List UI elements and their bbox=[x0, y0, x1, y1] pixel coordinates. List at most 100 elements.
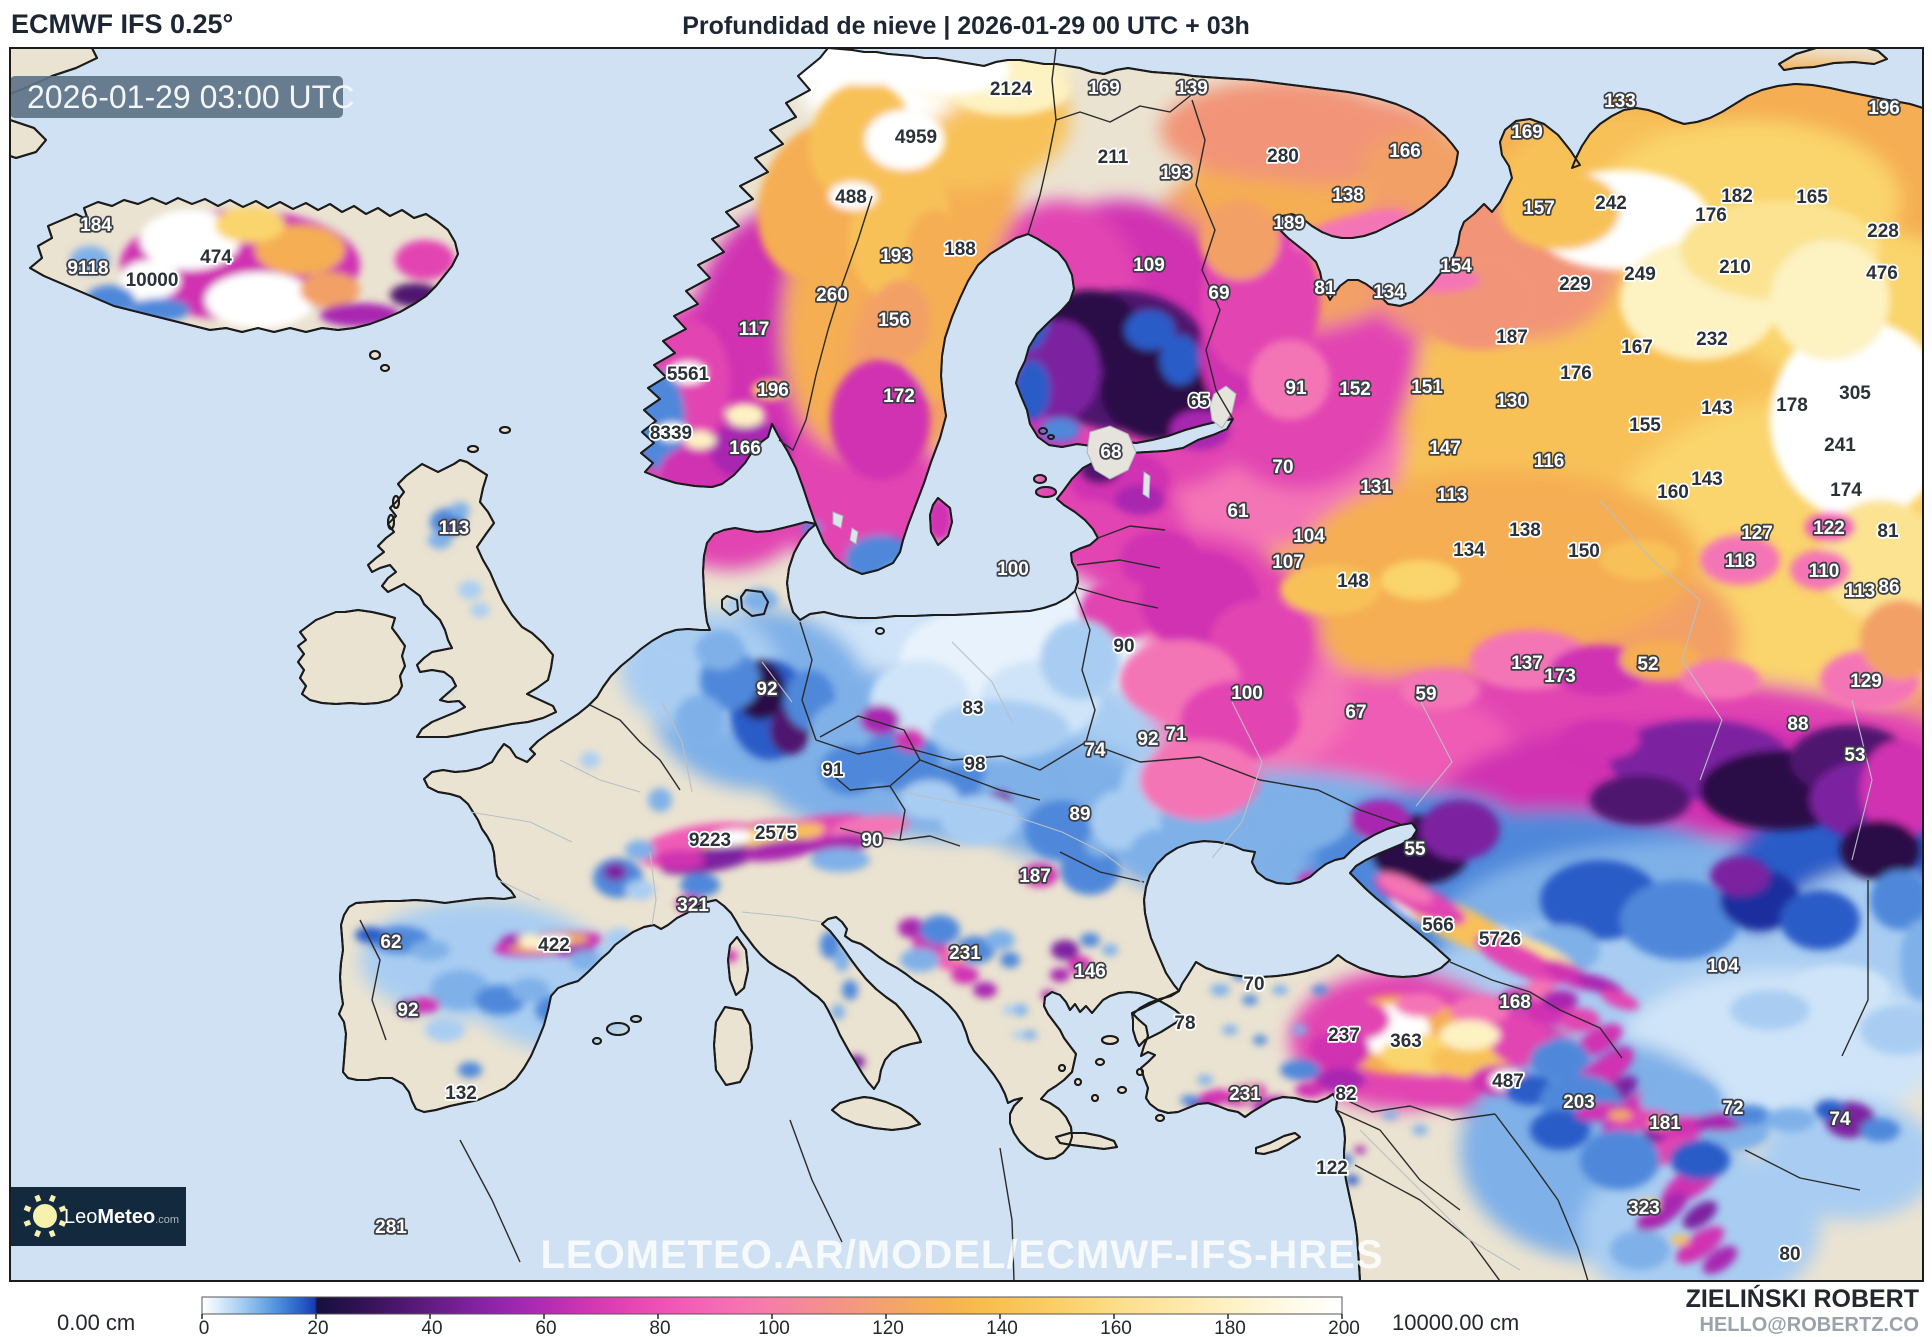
svg-text:68: 68 bbox=[1100, 442, 1121, 463]
svg-text:2124: 2124 bbox=[990, 79, 1033, 100]
svg-text:196: 196 bbox=[757, 380, 789, 401]
svg-text:321: 321 bbox=[677, 895, 709, 916]
svg-text:211: 211 bbox=[1098, 147, 1129, 168]
svg-text:166: 166 bbox=[1389, 141, 1421, 162]
svg-text:249: 249 bbox=[1624, 264, 1656, 285]
svg-text:488: 488 bbox=[835, 187, 867, 208]
svg-text:89: 89 bbox=[1069, 804, 1090, 825]
svg-text:133: 133 bbox=[1604, 91, 1636, 112]
svg-text:92: 92 bbox=[1137, 729, 1158, 750]
svg-text:67: 67 bbox=[1345, 702, 1366, 723]
svg-text:172: 172 bbox=[883, 386, 915, 407]
svg-text:109: 109 bbox=[1133, 255, 1165, 276]
svg-text:182: 182 bbox=[1721, 186, 1753, 207]
svg-text:0: 0 bbox=[199, 1318, 210, 1337]
svg-text:81: 81 bbox=[1314, 278, 1336, 299]
svg-text:HELLO@ROBERTZ.CO: HELLO@ROBERTZ.CO bbox=[1700, 1314, 1920, 1336]
svg-text:131: 131 bbox=[1360, 477, 1392, 498]
svg-text:70: 70 bbox=[1243, 974, 1264, 995]
svg-text:134: 134 bbox=[1453, 540, 1485, 561]
svg-text:178: 178 bbox=[1776, 395, 1808, 416]
svg-text:169: 169 bbox=[1088, 78, 1120, 99]
svg-text:184: 184 bbox=[80, 215, 112, 236]
svg-text:122: 122 bbox=[1316, 1158, 1348, 1179]
svg-text:0.00 cm: 0.00 cm bbox=[57, 1310, 135, 1335]
svg-text:127: 127 bbox=[1741, 523, 1773, 544]
svg-text:487: 487 bbox=[1492, 1071, 1524, 1092]
svg-text:228: 228 bbox=[1867, 221, 1899, 242]
svg-text:143: 143 bbox=[1691, 469, 1723, 490]
svg-text:10000.00 cm: 10000.00 cm bbox=[1392, 1310, 1519, 1335]
svg-text:8339: 8339 bbox=[650, 423, 692, 444]
svg-text:137: 137 bbox=[1511, 653, 1543, 674]
svg-text:152: 152 bbox=[1339, 379, 1371, 400]
svg-text:80: 80 bbox=[649, 1318, 670, 1337]
svg-text:242: 242 bbox=[1595, 193, 1627, 214]
svg-text:113: 113 bbox=[1437, 485, 1468, 506]
svg-text:231: 231 bbox=[949, 943, 981, 964]
svg-text:174: 174 bbox=[1830, 480, 1862, 501]
svg-text:5561: 5561 bbox=[667, 364, 710, 385]
svg-text:107: 107 bbox=[1272, 552, 1304, 573]
svg-text:229: 229 bbox=[1559, 274, 1591, 295]
svg-text:80: 80 bbox=[1779, 1244, 1800, 1265]
svg-text:147: 147 bbox=[1429, 438, 1461, 459]
svg-text:305: 305 bbox=[1839, 383, 1871, 404]
svg-text:130: 130 bbox=[1496, 391, 1528, 412]
svg-text:200: 200 bbox=[1328, 1318, 1360, 1337]
svg-text:232: 232 bbox=[1696, 329, 1728, 350]
svg-text:92: 92 bbox=[397, 1000, 418, 1021]
svg-text:90: 90 bbox=[861, 830, 882, 851]
svg-text:10000: 10000 bbox=[126, 270, 179, 291]
svg-text:143: 143 bbox=[1701, 398, 1733, 419]
svg-text:71: 71 bbox=[1165, 724, 1187, 745]
svg-text:74: 74 bbox=[1084, 740, 1106, 761]
svg-text:241: 241 bbox=[1824, 435, 1856, 456]
svg-text:566: 566 bbox=[1422, 915, 1454, 936]
svg-text:129: 129 bbox=[1850, 671, 1882, 692]
svg-text:81: 81 bbox=[1877, 521, 1899, 542]
svg-text:363: 363 bbox=[1390, 1031, 1422, 1052]
svg-text:91: 91 bbox=[1285, 378, 1307, 399]
svg-text:139: 139 bbox=[1176, 78, 1208, 99]
svg-text:138: 138 bbox=[1332, 185, 1364, 206]
svg-text:176: 176 bbox=[1560, 363, 1592, 384]
svg-text:132: 132 bbox=[445, 1083, 477, 1104]
svg-text:92: 92 bbox=[756, 679, 777, 700]
svg-text:120: 120 bbox=[872, 1318, 904, 1337]
svg-text:ZIELIŃSKI ROBERT: ZIELIŃSKI ROBERT bbox=[1686, 1284, 1919, 1313]
svg-text:160: 160 bbox=[1100, 1318, 1132, 1337]
svg-text:59: 59 bbox=[1415, 684, 1436, 705]
svg-text:82: 82 bbox=[1335, 1084, 1356, 1105]
svg-text:169: 169 bbox=[1511, 122, 1543, 143]
svg-text:151: 151 bbox=[1411, 377, 1443, 398]
svg-text:20: 20 bbox=[307, 1318, 328, 1337]
svg-text:260: 260 bbox=[816, 285, 848, 306]
svg-text:176: 176 bbox=[1695, 205, 1727, 226]
svg-text:148: 148 bbox=[1337, 571, 1369, 592]
svg-text:196: 196 bbox=[1868, 98, 1900, 119]
svg-text:113: 113 bbox=[439, 518, 470, 539]
svg-text:40: 40 bbox=[421, 1318, 442, 1337]
svg-text:189: 189 bbox=[1273, 213, 1305, 234]
svg-text:167: 167 bbox=[1621, 337, 1653, 358]
svg-text:100: 100 bbox=[997, 559, 1029, 580]
svg-text:134: 134 bbox=[1373, 282, 1405, 303]
svg-text:70: 70 bbox=[1272, 457, 1293, 478]
svg-text:231: 231 bbox=[1229, 1084, 1261, 1105]
svg-text:476: 476 bbox=[1866, 263, 1898, 284]
svg-text:113: 113 bbox=[1845, 581, 1876, 602]
svg-text:193: 193 bbox=[1160, 163, 1192, 184]
svg-text:280: 280 bbox=[1267, 146, 1299, 167]
svg-text:173: 173 bbox=[1544, 666, 1576, 687]
svg-text:155: 155 bbox=[1629, 415, 1661, 436]
svg-text:422: 422 bbox=[538, 935, 570, 956]
svg-text:9223: 9223 bbox=[689, 830, 731, 851]
svg-text:52: 52 bbox=[1637, 654, 1658, 675]
svg-text:166: 166 bbox=[729, 438, 761, 459]
svg-text:104: 104 bbox=[1707, 956, 1739, 977]
svg-text:74: 74 bbox=[1829, 1109, 1851, 1130]
svg-text:237: 237 bbox=[1328, 1025, 1360, 1046]
svg-text:168: 168 bbox=[1499, 992, 1531, 1013]
svg-text:160: 160 bbox=[1657, 482, 1689, 503]
